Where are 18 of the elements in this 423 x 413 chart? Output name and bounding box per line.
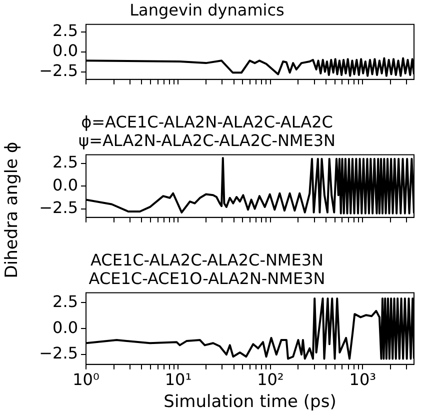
x-tick-label: 10⁰ [72,370,100,390]
y-tick-label: 0.0 [52,175,78,194]
x-tick-label: 10³ [349,370,376,390]
y-tick-label: 2.5 [52,152,78,172]
x-tick-label: 10¹ [164,370,192,390]
y-tick-label: −2.5 [39,60,78,80]
y-tick-label: 0.0 [52,41,78,60]
chart-title: Langevin dynamics [130,0,284,20]
y-tick-label: 2.5 [52,21,78,40]
x-tick-label: 10² [257,370,284,390]
y-tick-label: −2.5 [39,198,78,217]
chart-title: ϕ=ACE1C-ALA2N-ALA2C-ALA2C ψ=ALA2N-ALA2C-ALA2C-NME3N [78,112,336,150]
x-axis-title: Simulation time (ps) [164,392,336,412]
y-tick-label: 0.0 [52,318,78,337]
y-tick-label: 2.5 [52,292,78,311]
y-axis-title: Dihedra angle ϕ [2,142,22,278]
y-tick-label: −2.5 [39,344,78,363]
chart-title: ACE1C-ALA2C-ALA2C-NME3N ACE1C-ACE1O-ALA2N-NME3N [88,250,326,288]
